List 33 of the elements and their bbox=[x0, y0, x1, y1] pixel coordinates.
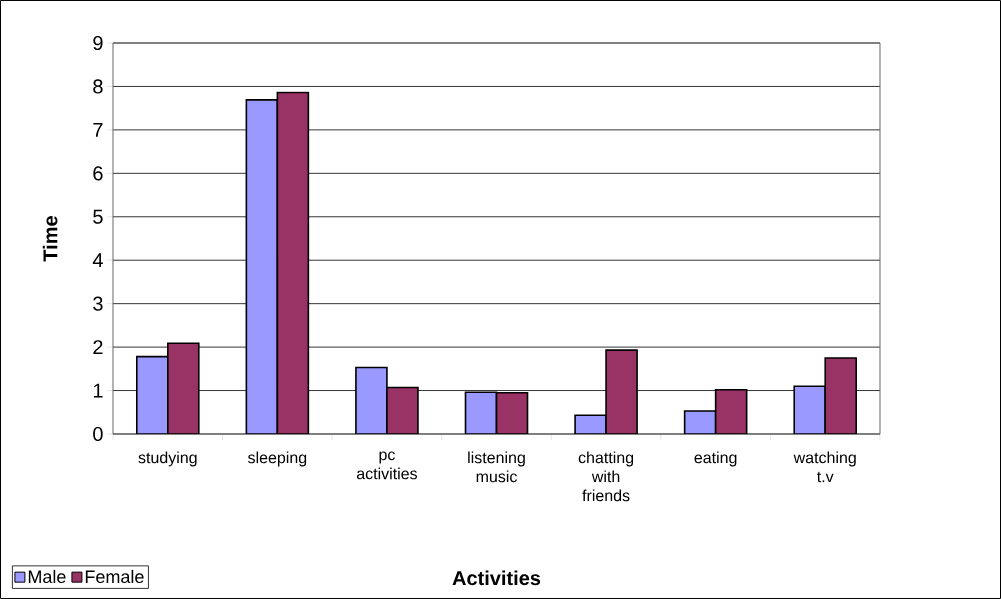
bar bbox=[166, 342, 200, 434]
y-tick-label: 5 bbox=[93, 209, 103, 224]
y-tick-label: 0 bbox=[93, 426, 103, 442]
y-tick-label: 8 bbox=[93, 79, 103, 94]
x-tick-label: listening music bbox=[468, 451, 525, 483]
bar bbox=[355, 366, 388, 434]
y-axis-title: Time bbox=[42, 216, 58, 262]
x-tick-label: watching t.v bbox=[793, 451, 856, 483]
y-tick-label: 2 bbox=[93, 340, 103, 355]
bar bbox=[824, 357, 858, 434]
bar bbox=[464, 391, 498, 434]
bar bbox=[714, 388, 748, 434]
y-tick-label: 3 bbox=[93, 296, 103, 311]
bar bbox=[245, 99, 279, 434]
legend-label: Male bbox=[28, 569, 66, 584]
bar bbox=[495, 391, 529, 434]
x-tick-label: pc activities bbox=[356, 451, 418, 480]
bar bbox=[605, 349, 638, 434]
x-tick-label: chatting with friends bbox=[578, 451, 634, 502]
bar bbox=[135, 355, 169, 434]
bar bbox=[793, 385, 827, 434]
bar bbox=[276, 91, 310, 434]
x-tick-label: studying bbox=[138, 451, 197, 467]
y-tick-label: 7 bbox=[93, 123, 103, 137]
y-tick-label: 4 bbox=[92, 253, 103, 268]
x-tick-label: eating bbox=[694, 451, 737, 467]
y-tick-label: 9 bbox=[93, 35, 103, 51]
y-tick-label: 1 bbox=[93, 383, 103, 398]
x-tick-label: sleeping bbox=[248, 451, 307, 467]
y-tick-label: 6 bbox=[93, 166, 103, 181]
legend-label: Female bbox=[85, 569, 144, 584]
x-axis-title: Activities bbox=[452, 570, 541, 586]
bar bbox=[386, 386, 419, 434]
